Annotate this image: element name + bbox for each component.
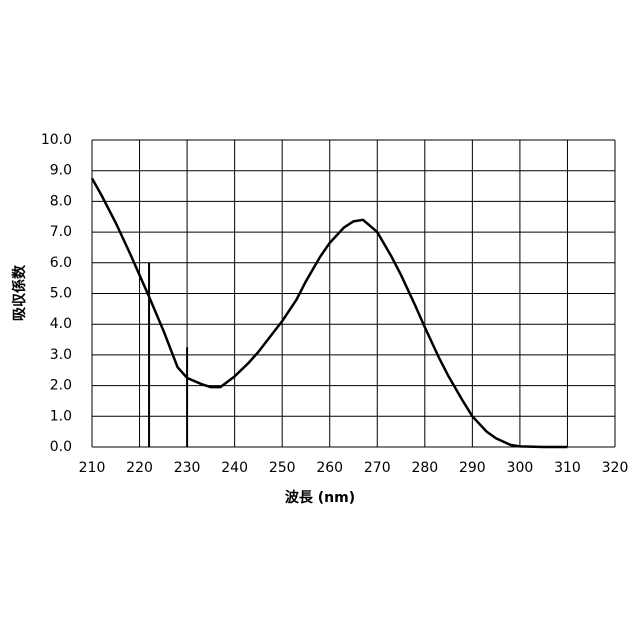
chart: 波長 (nm) 吸収係数 0.0 1.0 2.0 3.0 4.0 5.0 6.0 7.0 8.0… [0,0,640,640]
y-tick-label: 2.0 [50,378,72,394]
y-tick-label: 9.0 [50,163,72,179]
y-tick-label: 7.0 [50,224,72,240]
y-tick-label: 1.0 [50,408,72,424]
x-axis-label: 波長 (nm) [285,489,355,506]
x-tick-label: 240 [221,460,248,476]
y-tick-label: 8.0 [50,193,72,209]
x-tick-label: 250 [269,460,296,476]
x-tick-label: 320 [602,460,629,476]
y-tick-label: 3.0 [50,347,72,363]
x-tick-label: 290 [459,460,486,476]
y-tick-label: 6.0 [50,255,72,271]
x-tick-label: 300 [507,460,534,476]
x-tick-label: 210 [79,460,106,476]
y-tick-label: 10.0 [41,132,72,148]
y-tick-label: 4.0 [50,316,72,332]
x-tick-label: 230 [174,460,201,476]
x-tick-label: 280 [411,460,438,476]
x-tick-label: 310 [554,460,581,476]
page: 波長 (nm) 吸収係数 0.0 1.0 2.0 3.0 4.0 5.0 6.0 7.0 8.0… [0,0,640,640]
x-tick-label: 270 [364,460,391,476]
y-tick-label: 0.0 [50,439,72,455]
x-tick-label: 260 [316,460,343,476]
y-tick-label: 5.0 [50,286,72,302]
x-tick-label: 220 [126,460,153,476]
y-axis-label: 吸収係数 [11,264,28,321]
